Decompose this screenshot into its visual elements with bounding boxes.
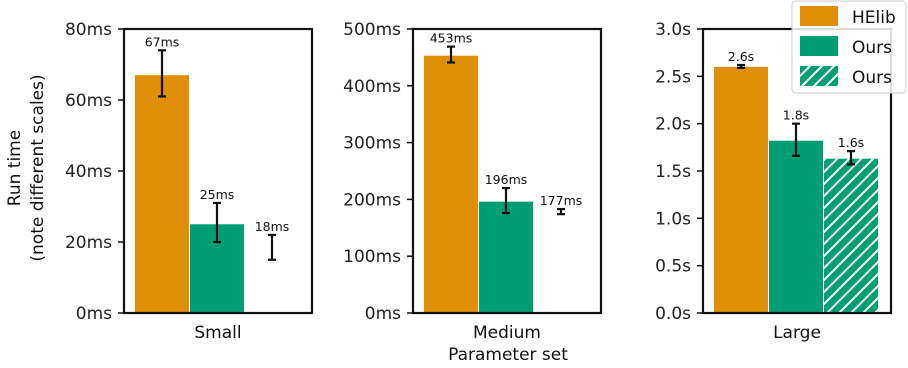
legend-entry: Ours [800,66,892,88]
y-tick-label: 200ms [343,190,401,210]
legend-entry: HElib [800,6,896,28]
bar-large-helib [714,66,768,313]
data-label: 2.6s [728,49,754,64]
bar-medium-helib [424,55,478,314]
panel-large: 2.6s 1.8s 1.6s 0.0s 0.5s 1.0s 1.5s 2.0s 2.5s 3.0s… [655,20,893,343]
legend-swatch-hatch [800,66,838,86]
y-tick-label: 100ms [343,247,401,267]
bar-medium-ours [479,201,533,313]
y-axis-title-line-2: (note different scales) [28,74,48,261]
error-bar [557,207,565,216]
y-tick-label: 0ms [76,304,112,324]
legend-label: Ours [852,68,892,88]
y-tick-label: 3.0s [655,20,691,40]
legend-label: HElib [852,8,896,28]
legend-swatch [800,36,838,56]
error-bar [737,63,745,69]
error-bar [213,201,221,244]
y-tick-label: 1.5s [655,162,691,182]
x-category-label: Large [773,323,821,343]
panel-medium: 453ms 196ms 177ms 0ms 100ms 200ms 300ms 400ms 50… [343,20,603,343]
data-label: 25ms [200,187,235,202]
legend-entry: Ours [800,36,892,58]
y-axis-title: Run time (note different scales) [5,74,48,261]
error-bar [502,186,510,215]
x-category-label: Small [194,323,241,343]
y-tick-label: 40ms [65,162,112,182]
y-tick-label: 300ms [343,134,401,154]
legend-swatch [800,6,838,26]
data-label: 1.6s [838,135,864,150]
y-tick-label: 500ms [343,20,401,40]
data-label: 67ms [145,34,180,49]
y-tick-label: 80ms [65,20,112,40]
legend-label: Ours [852,38,892,58]
y-tick-label: 1.0s [655,209,691,229]
data-label: 453ms [430,31,473,46]
y-axis-title-line-1: Run time [5,130,25,206]
error-bar [792,122,800,157]
data-label: 196ms [485,172,528,187]
y-tick-label: 2.0s [655,115,691,135]
x-axis-title: Parameter set [448,345,568,365]
y-tick-label: 0.5s [655,257,691,277]
y-tick-label: 400ms [343,77,401,97]
y-tick-label: 0.0s [655,304,691,324]
bar-small-helib [135,75,189,314]
error-bar [447,45,455,64]
bar-large-ours [769,140,823,313]
bar-hatch-overlay [824,158,878,313]
y-tick-label: 60ms [65,91,112,111]
chart-panels: 67ms 25ms 18ms 0ms 20ms 40ms 60ms 80ms Small 453m… [65,20,893,343]
error-bar [847,150,855,166]
legend: HElib Ours Ours [791,0,907,94]
axes-frame [411,27,603,315]
data-label: 177ms [540,193,583,208]
data-label: 1.8s [783,108,809,123]
panel-small: 67ms 25ms 18ms 0ms 20ms 40ms 60ms 80ms Small [65,20,314,343]
y-tick-label: 0ms [365,304,401,324]
error-bar [158,49,166,98]
data-label: 18ms [255,219,290,234]
y-tick-label: 20ms [65,233,112,253]
legend-items: HElib Ours Ours [800,6,896,88]
x-category-label: Medium [473,323,541,343]
y-tick-label: 2.5s [655,67,691,87]
error-bar [268,233,276,261]
